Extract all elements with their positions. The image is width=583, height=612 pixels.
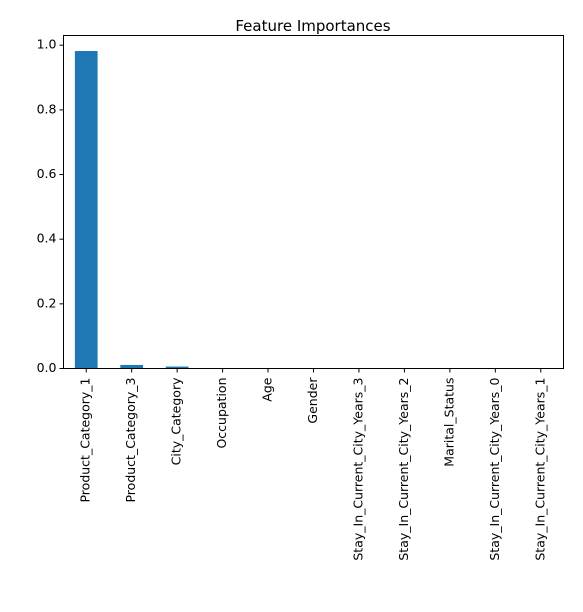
x-tick-label: Product_Category_1 [78,378,93,503]
y-tick-label: 0.2 [37,295,57,310]
y-tick-label: 0.4 [37,231,57,246]
chart-title: Feature Importances [235,17,390,35]
x-tick-label: Stay_In_Current_City_Years_1 [532,378,547,561]
bar-product-category-1 [74,51,98,369]
x-tick-label: Stay_In_Current_City_Years_0 [487,377,502,560]
y-tick-label: 0.8 [37,101,57,116]
y-tick-label: 0.6 [37,166,57,181]
x-tick-label: Stay_In_Current_City_Years_3 [350,378,365,561]
y-tick-label: 1.0 [37,37,57,52]
plot-frame [63,35,564,369]
x-tick-label: Product_Category_3 [123,378,138,503]
x-tick-label: Occupation [214,378,229,449]
x-tick-label: Gender [305,377,320,424]
bar-product-category-3 [120,364,144,369]
x-tick-label: Marital_Status [441,378,456,467]
x-tick-label: City_Category [169,377,184,465]
x-tick-label: Stay_In_Current_City_Years_2 [396,378,411,561]
y-tick-label: 0.0 [37,360,57,375]
x-tick-label: Age [260,377,275,401]
bar-city-category [165,366,189,369]
